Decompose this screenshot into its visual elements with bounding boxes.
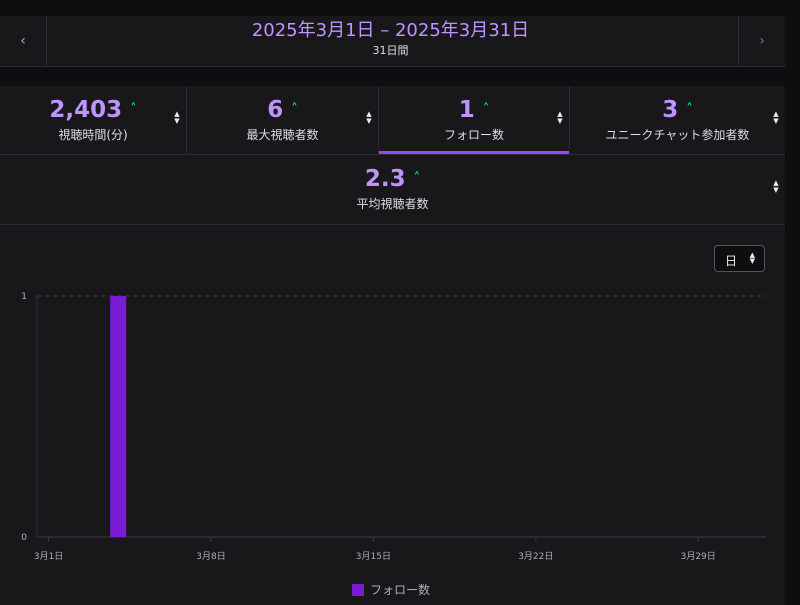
previous-period-button[interactable]: ‹ <box>0 16 47 66</box>
bar <box>110 296 127 537</box>
stat-value: 3 <box>662 97 679 123</box>
sort-icon[interactable]: ▲ ▼ <box>773 179 779 194</box>
trend-up-icon: ˄ <box>413 171 421 186</box>
date-range-title: 2025年3月1日 – 2025年3月31日 <box>251 20 530 41</box>
next-period-button[interactable]: › <box>738 16 785 66</box>
x-tick-label: 3月15日 <box>356 551 391 562</box>
stat-unique-chatters[interactable]: 3 ˄ ユニークチャット参加者数 ▲ ▼ <box>570 86 785 154</box>
period-select-value: 日 <box>725 254 738 268</box>
follows-bar-chart: 0 1 3月1日 3月8日 3月15日 3月22日 3月29日 <box>21 292 766 562</box>
stat-label: フォロー数 <box>443 128 504 142</box>
sort-icon[interactable]: ▲ ▼ <box>366 110 372 125</box>
trend-up-icon: ˄ <box>482 102 490 117</box>
stat-label: ユニークチャット参加者数 <box>605 128 750 142</box>
stat-follows[interactable]: 1 ˄ フォロー数 ▲ ▼ <box>379 86 570 154</box>
stat-value: 2,403 <box>49 97 123 123</box>
stat-average-viewers[interactable]: 2.3 ˄ 平均視聴者数 ▲ ▼ <box>0 155 785 223</box>
chart-panel: 日 ▲ ▼ 0 1 3月1日 3月8日 3月15日 3月22日 3月29日 フォロー数 <box>0 225 785 605</box>
stat-value: 6 <box>267 97 284 123</box>
chart-legend[interactable]: フォロー数 <box>352 581 430 598</box>
stat-value: 1 <box>458 97 475 123</box>
date-range-bar: ‹ 2025年3月1日 – 2025年3月31日 31日間 › <box>0 16 785 67</box>
stat-max-viewers[interactable]: 6 ˄ 最大視聴者数 ▲ ▼ <box>187 86 379 154</box>
stat-label: 平均視聴者数 <box>356 197 429 211</box>
legend-swatch <box>352 583 364 596</box>
y-tick-label: 0 <box>21 533 27 543</box>
date-range-length: 31日間 <box>372 44 409 57</box>
chevron-right-icon: › <box>759 33 765 49</box>
trend-up-icon: ˄ <box>291 102 298 117</box>
stats-row: 2,403 ˄ 視聴時間(分) ▲ ▼ 6 ˄ 最大視聴者数 ▲ ▼ 1 ˄ フォロー数 … <box>0 86 785 155</box>
x-tick-label: 3月29日 <box>681 551 716 562</box>
trend-up-icon: ˄ <box>130 102 137 117</box>
x-tick-label: 3月1日 <box>34 551 63 562</box>
legend-label: フォロー数 <box>370 583 431 597</box>
stats-row-2: 2.3 ˄ 平均視聴者数 ▲ ▼ <box>0 155 785 225</box>
stat-label: 最大視聴者数 <box>246 128 319 142</box>
y-tick-label: 1 <box>21 292 27 302</box>
x-tick-label: 3月8日 <box>196 551 225 562</box>
chevron-up-down-icon: ▲ ▼ <box>749 251 755 265</box>
scrollbar[interactable] <box>786 0 800 605</box>
stat-value: 2.3 <box>364 166 406 192</box>
sort-icon[interactable]: ▲ ▼ <box>773 110 779 125</box>
x-tick-label: 3月22日 <box>518 551 553 562</box>
period-select[interactable]: 日 ▲ ▼ <box>714 245 765 272</box>
chevron-left-icon: ‹ <box>20 33 26 49</box>
sort-icon[interactable]: ▲ ▼ <box>557 110 563 125</box>
stat-watch-time[interactable]: 2,403 ˄ 視聴時間(分) ▲ ▼ <box>0 86 187 154</box>
sort-icon[interactable]: ▲ ▼ <box>174 110 180 125</box>
stat-label: 視聴時間(分) <box>58 128 128 142</box>
trend-up-icon: ˄ <box>686 102 693 117</box>
